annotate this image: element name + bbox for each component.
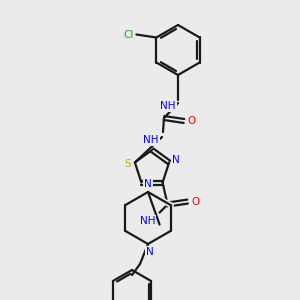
Text: N: N xyxy=(172,155,180,165)
Text: Cl: Cl xyxy=(123,29,134,40)
Text: N: N xyxy=(146,247,154,257)
Text: NH: NH xyxy=(143,135,159,145)
Text: NH: NH xyxy=(140,216,155,226)
Text: NH: NH xyxy=(160,101,176,111)
Text: O: O xyxy=(188,116,196,126)
Text: S: S xyxy=(124,159,131,170)
Text: O: O xyxy=(191,196,200,207)
Text: N: N xyxy=(144,179,152,189)
